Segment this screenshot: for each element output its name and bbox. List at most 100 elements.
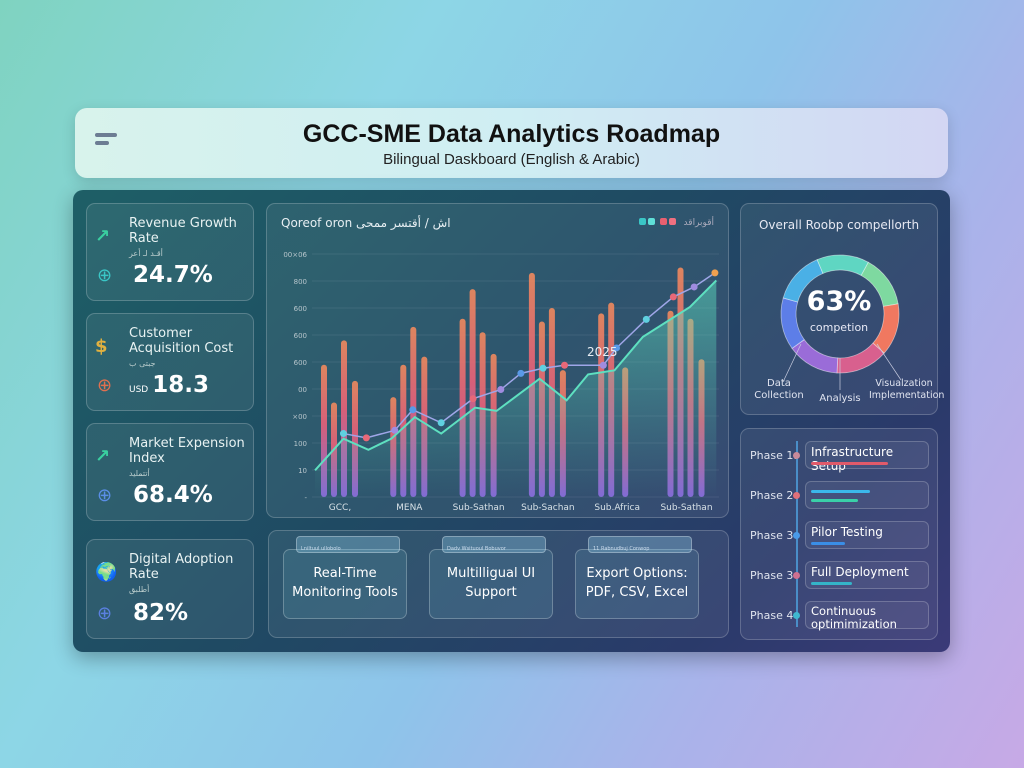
kpi-arabic-label: جبتى ب bbox=[129, 359, 156, 368]
kpi-label: Customer Acquisition Cost bbox=[129, 326, 234, 356]
kpi-arabic-label: أقـد لـ أعر bbox=[129, 249, 163, 258]
data-point bbox=[642, 315, 650, 323]
data-point bbox=[517, 369, 525, 377]
menu-icon[interactable] bbox=[95, 133, 117, 149]
phase-progress-bar bbox=[811, 490, 870, 493]
y-tick-label: 100 bbox=[294, 440, 307, 448]
trend-up-icon: ↗ bbox=[95, 446, 111, 467]
phase-progress-bar bbox=[811, 582, 853, 585]
globe-icon: ⊕ bbox=[97, 265, 113, 286]
header-bar: GCC-SME Data Analytics Roadmap Bilingual… bbox=[75, 108, 948, 178]
y-tick-label: 00 bbox=[298, 386, 307, 394]
x-tick-label: Sub-Sachan bbox=[521, 503, 574, 513]
phase-item[interactable]: Full Deployment bbox=[805, 561, 929, 589]
kpi-card[interactable]: $ Customer Acquisition Cost جبتى ب ⊕ USD 1… bbox=[86, 313, 254, 411]
data-point bbox=[339, 430, 347, 438]
phase-item[interactable]: Continuous optimimization bbox=[805, 601, 929, 631]
kpi-value: 24.7% bbox=[133, 262, 213, 288]
page-subtitle: Bilingual Daskboard (English & Arabic) bbox=[383, 151, 640, 168]
data-point bbox=[711, 269, 719, 277]
phase-progress-bar bbox=[811, 499, 858, 502]
kpi-value: 68.4% bbox=[133, 482, 213, 508]
phase-item[interactable] bbox=[805, 481, 929, 509]
feature-card[interactable]: 11 Rabnudbuj Conwop Export Options: PDF, … bbox=[575, 536, 699, 619]
x-tick-label: MENA bbox=[396, 503, 423, 513]
x-tick-label: Sub-Sathan bbox=[453, 503, 505, 513]
phase-label: Phase 1: bbox=[750, 449, 798, 462]
label-data-collection: Data Collection bbox=[754, 378, 804, 401]
feature-tab-label: Dadv Wsituoul Bobuvor bbox=[447, 546, 506, 552]
kpi-card[interactable]: 🌍 Digital Adoption Rate أطلبق ⊕ 82% bbox=[86, 539, 254, 639]
kpi-arabic-label: أتتمليد bbox=[129, 469, 150, 478]
x-tick-label: Sub-Sathan bbox=[660, 503, 712, 513]
y-tick-label: ×00 bbox=[292, 413, 307, 421]
y-tick-label: - bbox=[304, 494, 307, 502]
dashboard-panel: ↗ Revenue Growth Rate أقـد لـ أعر ⊕ 24.7%… bbox=[73, 190, 950, 652]
legend-text: أقوبراقد bbox=[683, 218, 714, 228]
chart-legend: أقوبراقد bbox=[638, 218, 714, 228]
phase-item[interactable]: Pilor Testing bbox=[805, 521, 929, 549]
kpi-card[interactable]: ↗ Market Expension Index أتتمليد ⊕ 68.4% bbox=[86, 423, 254, 521]
label-visualization: Visualzation Implementation bbox=[869, 378, 945, 401]
data-point bbox=[561, 361, 569, 369]
timeline-dot bbox=[793, 612, 800, 619]
features-panel: Lniltuul ullobolo Real-Time Monitoring To… bbox=[268, 530, 729, 638]
bar-line-chart: - 10 100 ×00 00 600 600 600 800 00×06 2025 GCC, MENA… bbox=[283, 251, 719, 513]
phase-task: Infrastructure Setup bbox=[811, 445, 894, 473]
chart-annotation: 2025 bbox=[587, 345, 618, 359]
donut-segment bbox=[836, 342, 885, 374]
kpi-unit: USD bbox=[129, 385, 149, 395]
donut-caption: competion bbox=[809, 321, 869, 334]
data-point bbox=[409, 406, 417, 414]
y-tick-label: 600 bbox=[294, 359, 307, 367]
donut-segment bbox=[791, 339, 839, 374]
globe-icon: ⊕ bbox=[97, 603, 113, 624]
kpi-label: Digital Adoption Rate bbox=[129, 552, 234, 582]
completion-panel: Overall Roobp compellorth 63% competion … bbox=[740, 203, 945, 415]
leader-line bbox=[782, 343, 802, 383]
donut-segment bbox=[816, 254, 869, 276]
phase-label: Phase 2 bbox=[750, 489, 794, 502]
data-point bbox=[690, 283, 698, 291]
feature-label: Real-Time Monitoring Tools bbox=[292, 566, 398, 600]
y-tick-label: 600 bbox=[294, 332, 307, 340]
donut-title: Overall Roobp compellorth bbox=[758, 218, 920, 232]
phase-label: Phase 3 bbox=[750, 569, 794, 582]
phase-progress-bar bbox=[811, 462, 888, 465]
data-point bbox=[362, 434, 370, 442]
donut-chart bbox=[780, 254, 902, 390]
feature-card[interactable]: Lniltuul ullobolo Real-Time Monitoring To… bbox=[283, 536, 407, 619]
timeline-dot bbox=[793, 572, 800, 579]
timeline-dot bbox=[793, 532, 800, 539]
label-analysis: Analysis bbox=[819, 393, 861, 404]
phase-label: Phase 3 bbox=[750, 529, 794, 542]
data-point bbox=[669, 293, 677, 301]
phase-task: Continuous optimimization bbox=[811, 604, 897, 631]
y-tick-label: 600 bbox=[294, 305, 307, 313]
dollar-coin-icon: $ bbox=[95, 336, 108, 357]
area-fill bbox=[315, 280, 717, 497]
feature-card[interactable]: Dadv Wsituoul Bobuvor Multilligual UI Sup… bbox=[429, 536, 553, 619]
leader-line bbox=[876, 343, 902, 381]
feature-tab: 11 Rabnudbuj Conwop bbox=[588, 536, 692, 553]
data-point bbox=[437, 419, 445, 427]
phase-item[interactable]: Infrastructure Setup bbox=[805, 441, 929, 473]
kpi-label: Market Expension Index bbox=[129, 436, 245, 466]
y-tick-label: 00×06 bbox=[283, 251, 307, 259]
x-tick-label: Sub.Africa bbox=[594, 503, 640, 513]
earth-icon: 🌍 bbox=[95, 562, 118, 583]
phase-progress-bar bbox=[811, 542, 846, 545]
trend-up-icon: ↗ bbox=[95, 226, 111, 247]
kpi-card[interactable]: ↗ Revenue Growth Rate أقـد لـ أعر ⊕ 24.7% bbox=[86, 203, 254, 301]
kpi-label: Revenue Growth Rate bbox=[129, 216, 237, 246]
area-line bbox=[314, 279, 718, 471]
timeline-dot bbox=[793, 492, 800, 499]
data-point bbox=[469, 395, 477, 403]
timeline-dot bbox=[793, 452, 800, 459]
donut-value: 63% bbox=[806, 286, 872, 317]
globe-icon: ⊕ bbox=[97, 375, 113, 396]
data-point bbox=[497, 386, 505, 394]
phase-task: Pilor Testing bbox=[811, 525, 883, 539]
x-tick-label: GCC, bbox=[329, 503, 351, 513]
feature-tab: Dadv Wsituoul Bobuvor bbox=[442, 536, 546, 553]
